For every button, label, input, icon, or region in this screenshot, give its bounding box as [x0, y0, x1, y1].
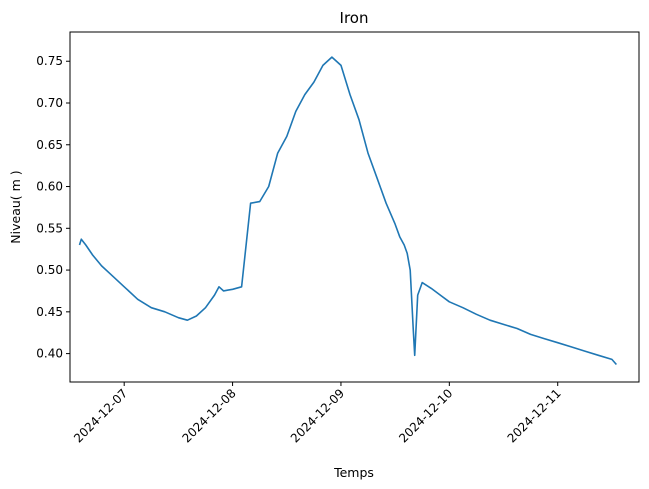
y-tick-label: 0.50	[36, 263, 63, 277]
series-line	[78, 56, 617, 366]
x-axis-label: Temps	[333, 465, 374, 480]
chart-title: Iron	[340, 9, 369, 27]
y-tick-label: 0.60	[36, 180, 63, 194]
plot-frame	[69, 31, 640, 383]
y-tick-label: 0.55	[36, 221, 63, 235]
y-tick-label: 0.45	[36, 305, 63, 319]
y-tick-label: 0.40	[36, 347, 63, 361]
y-axis-label: Niveau( m )	[8, 170, 23, 243]
y-tick-label: 0.65	[36, 138, 63, 152]
y-tick-label: 0.75	[36, 54, 63, 68]
y-tick-label: 0.70	[36, 96, 63, 110]
plot-area	[78, 56, 617, 366]
y-axis-ticks: 0.40 0.45 0.50 0.55 0.60 0.65 0.70 0.75	[36, 54, 70, 361]
